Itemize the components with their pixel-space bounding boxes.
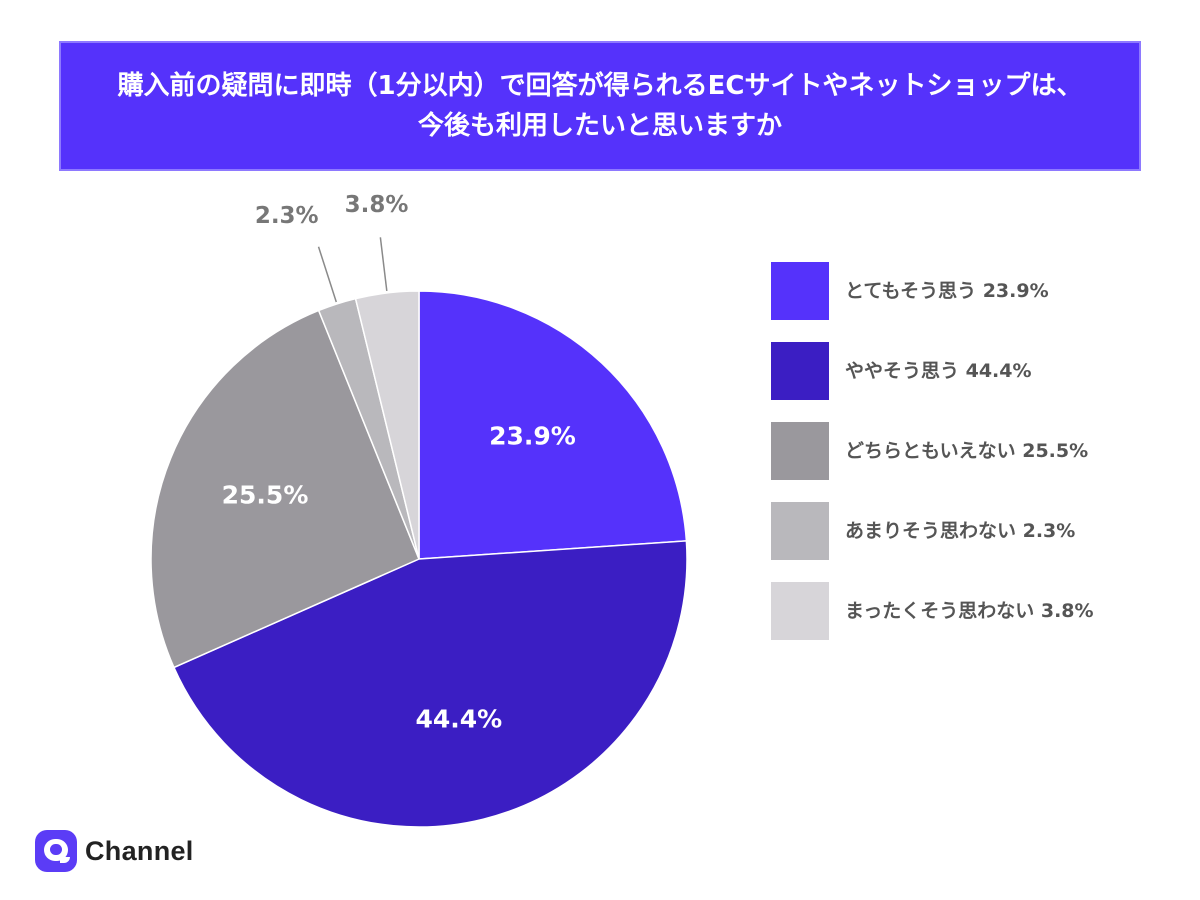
slice-value-label: 25.5%	[222, 481, 309, 510]
channel-chat-bubble-icon	[35, 830, 77, 872]
slice-value-label: 44.4%	[415, 704, 502, 733]
pie-slice	[418, 290, 688, 560]
legend-label: まったくそう思わない 3.8%	[845, 600, 1094, 622]
legend-swatch	[771, 422, 829, 480]
legend-label: とてもそう思う 23.9%	[845, 280, 1049, 302]
legend-swatch	[771, 262, 829, 320]
legend-label: どちらともいえない 25.5%	[845, 440, 1089, 462]
leader-line	[317, 246, 338, 303]
leader-line	[379, 237, 388, 292]
chart-title-line-2: 今後も利用したいと思いますか	[417, 111, 782, 141]
slice-value-label: 23.9%	[489, 422, 576, 451]
legend-swatch	[771, 582, 829, 640]
brand-name: Channel	[85, 835, 194, 866]
legend-label: ややそう思う 44.4%	[845, 360, 1032, 382]
title-banner: 購入前の疑問に即時（1分以内）で回答が得られるECサイトやネットショップは、 今…	[59, 41, 1141, 171]
brand-logo: Channel	[35, 828, 194, 874]
chart-title-line-1: 購入前の疑問に即時（1分以内）で回答が得られるECサイトやネットショップは、	[117, 71, 1083, 101]
legend-swatch	[771, 502, 829, 560]
slice-value-label: 2.3%	[255, 203, 319, 229]
pie-slice	[150, 309, 420, 669]
slice-value-label: 3.8%	[345, 192, 409, 218]
legend-label: あまりそう思わない 2.3%	[845, 520, 1076, 542]
pie-slice	[172, 540, 688, 828]
legend-swatch	[771, 342, 829, 400]
pie-slice	[354, 290, 420, 560]
